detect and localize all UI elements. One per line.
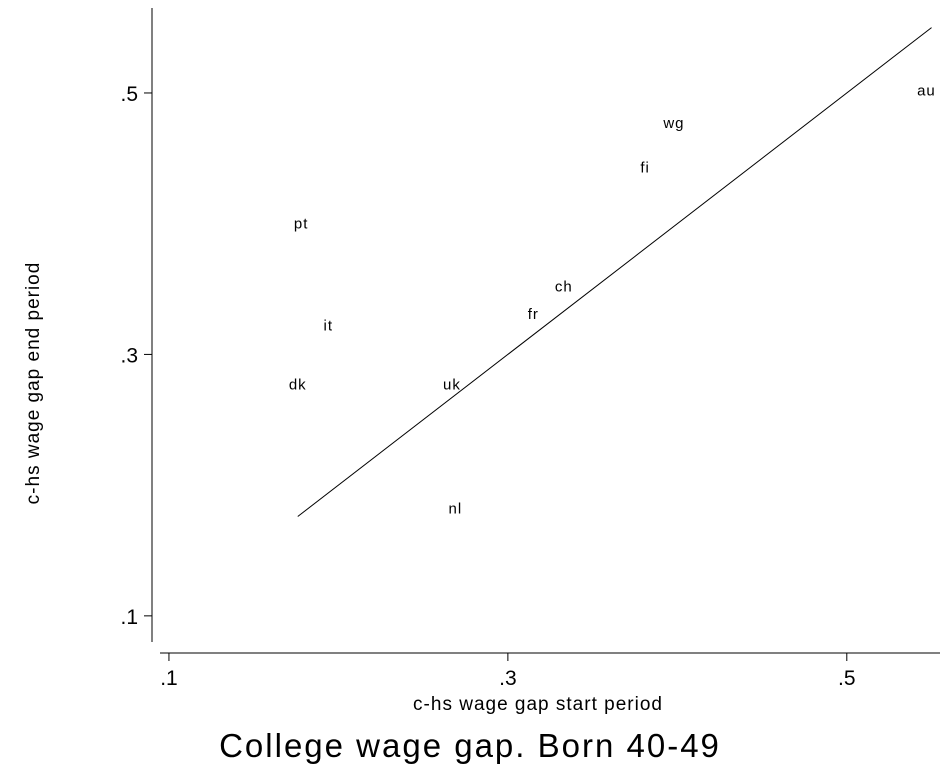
axes [151,8,940,654]
chart-title: College wage gap. Born 40-49 [219,727,721,764]
point-label-au: au [917,82,936,99]
y-tick-label: .1 [120,606,138,629]
point-label-fi: fi [640,159,650,176]
point-label-dk: dk [289,376,307,393]
point-label-it: it [323,318,333,335]
point-label-uk: uk [443,376,461,393]
point-label-ch: ch [555,278,573,295]
x-axis-title: c-hs wage gap start period [413,694,663,715]
fit-line-group [297,27,932,517]
y-tick-label: .5 [120,83,138,106]
point-label-fr: fr [528,306,539,323]
reference-line [297,27,932,517]
point-label-nl: nl [448,501,462,518]
y-axis-title: c-hs wage gap end period [23,262,44,505]
point-label-pt: pt [294,216,309,233]
point-label-wg: wg [662,115,684,132]
x-tick-label: .5 [838,667,856,690]
axis-ticks: .1 .3 .5 .1 .3 .5 [120,83,855,690]
x-tick-label: .1 [160,667,178,690]
y-tick-label: .3 [120,344,138,367]
x-tick-label: .3 [499,667,517,690]
